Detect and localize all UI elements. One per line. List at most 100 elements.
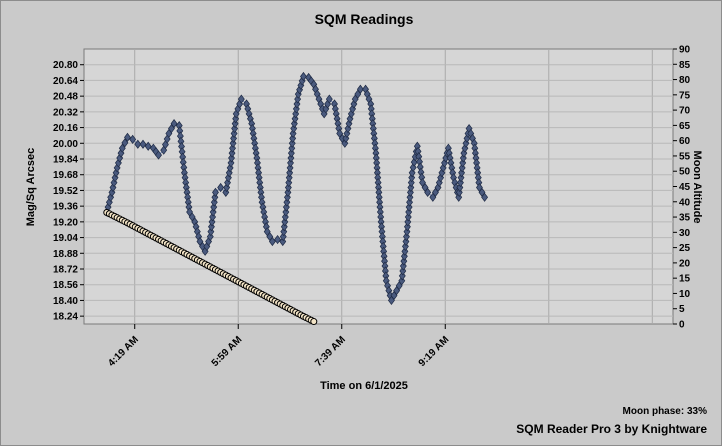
sqm-point xyxy=(161,140,169,150)
sqm-point xyxy=(281,217,289,227)
sqm-point xyxy=(229,143,236,153)
sqm-point xyxy=(225,168,233,178)
credit-text: SQM Reader Pro 3 by Knightware xyxy=(516,422,707,436)
sqm-point xyxy=(289,133,297,143)
sqm-point xyxy=(424,187,432,197)
sqm-point xyxy=(341,138,349,148)
moon-altitude-series xyxy=(103,208,318,326)
sqm-point xyxy=(325,94,333,104)
y2-tick-label: 45 xyxy=(679,182,691,193)
sqm-point xyxy=(294,94,302,104)
x-tick-label: 5:59 AM xyxy=(210,334,245,369)
sqm-point xyxy=(124,132,131,142)
y2-tick-label: 15 xyxy=(679,274,691,285)
sqm-point xyxy=(284,182,292,193)
sqm-point xyxy=(209,212,217,222)
sqm-point xyxy=(401,246,409,256)
sqm-point xyxy=(410,157,418,167)
y-tick-label: 20.64 xyxy=(53,76,78,87)
y-tick-label: 18.72 xyxy=(53,265,78,276)
x-tick-label: 4:19 AM xyxy=(106,334,141,369)
sqm-point xyxy=(403,227,411,237)
y2-tick-label: 35 xyxy=(679,213,691,224)
y2-tick-label: 90 xyxy=(679,45,691,56)
sqm-point xyxy=(288,138,296,148)
y-tick-label: 19.20 xyxy=(53,217,78,228)
x-axis-label: Time on 6/1/2025 xyxy=(320,380,408,392)
y-tick-label: 19.36 xyxy=(53,202,78,213)
sqm-point xyxy=(118,143,126,153)
y2-tick-label: 60 xyxy=(679,136,691,147)
sqm-point xyxy=(229,138,237,148)
moon-phase-text: Moon phase: 33% xyxy=(623,406,708,417)
y-tick-label: 20.00 xyxy=(53,139,78,150)
sqm-point xyxy=(121,138,129,148)
y-tick-label: 20.48 xyxy=(53,92,78,103)
sqm-point xyxy=(407,177,415,188)
sqm-point xyxy=(144,141,152,151)
sqm-point xyxy=(289,128,297,139)
sqm-point xyxy=(210,197,218,207)
y2-tick-label: 55 xyxy=(679,151,691,162)
chart-title: SQM Readings xyxy=(315,11,414,27)
moon-altitude-point xyxy=(310,318,318,326)
sqm-point xyxy=(287,148,295,158)
sqm-point xyxy=(209,207,217,217)
sqm-point xyxy=(274,234,282,245)
sqm-series xyxy=(103,71,489,306)
y-tick-label: 18.40 xyxy=(53,296,78,307)
sqm-point xyxy=(481,192,489,202)
y2-tick-label: 65 xyxy=(679,121,691,132)
sqm-point xyxy=(400,251,408,261)
sqm-point xyxy=(300,71,307,82)
sqm-point xyxy=(287,153,295,163)
y-tick-label: 19.84 xyxy=(53,155,78,166)
sqm-point xyxy=(228,153,235,163)
sqm-point xyxy=(212,187,219,197)
y-tick-label: 18.24 xyxy=(53,312,78,323)
sqm-point xyxy=(139,139,147,149)
y2-tick-label: 75 xyxy=(679,90,691,101)
x-tick-label: 7:39 AM xyxy=(313,334,348,369)
sqm-point xyxy=(459,153,467,163)
x-tick-label: 9:19 AM xyxy=(417,334,452,369)
y2-tick-label: 85 xyxy=(679,60,691,71)
y-tick-label: 18.56 xyxy=(53,280,78,291)
sqm-point xyxy=(237,94,245,104)
sqm-point xyxy=(286,163,294,173)
y2-tick-label: 50 xyxy=(679,167,691,178)
y2-tick-label: 70 xyxy=(679,106,691,117)
sqm-point xyxy=(291,114,299,124)
x-axis-tick-labels: 4:19 AM 5:59 AM 7:39 AM 9:19 AM xyxy=(106,334,451,369)
y-tick-label: 20.32 xyxy=(53,107,78,118)
sqm-point xyxy=(155,150,162,160)
sqm-point xyxy=(170,119,178,129)
y-tick-label: 18.88 xyxy=(53,249,78,260)
y-axis-label: Mag/Sq Arcsec xyxy=(25,148,37,226)
sqm-point xyxy=(285,177,293,188)
sqm-point xyxy=(231,119,239,129)
y2-tick-label: 20 xyxy=(679,258,691,269)
sqm-point xyxy=(460,148,468,158)
y-tick-label: 19.04 xyxy=(53,233,78,244)
y2-tick-label: 25 xyxy=(679,243,691,254)
y2-tick-label: 10 xyxy=(679,289,691,300)
sqm-point xyxy=(461,143,469,153)
y2-tick-label: 30 xyxy=(679,228,691,239)
sqm-point xyxy=(129,134,137,144)
y2-tick-label: 5 xyxy=(679,304,685,315)
sqm-point xyxy=(292,109,300,119)
sqm-point xyxy=(343,128,351,139)
sqm-point xyxy=(282,202,290,212)
y2-tick-label: 0 xyxy=(679,320,685,331)
sqm-point xyxy=(268,236,276,247)
y2-tick-label: 40 xyxy=(679,197,691,208)
sqm-point xyxy=(281,212,289,222)
sqm-point xyxy=(224,177,231,188)
sqm-point xyxy=(223,182,231,193)
sqm-point xyxy=(404,212,412,222)
sqm-point xyxy=(210,202,218,212)
